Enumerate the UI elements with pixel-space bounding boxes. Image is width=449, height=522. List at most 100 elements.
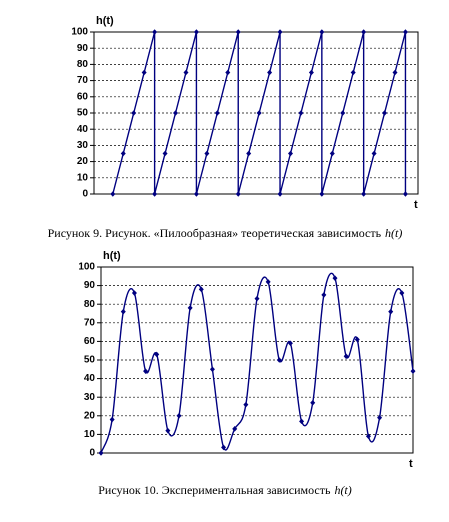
y-tick-label: 60 [77, 91, 89, 102]
point-marker [350, 69, 356, 76]
point-marker [299, 418, 305, 425]
y-tick-label: 10 [84, 429, 96, 440]
point-marker [154, 351, 160, 358]
point-marker [246, 150, 252, 157]
point-marker [399, 290, 405, 296]
point-marker [193, 191, 199, 197]
point-marker [298, 110, 304, 116]
caption-italic: h(t) [334, 483, 351, 497]
point-marker [173, 110, 179, 116]
point-marker [371, 150, 377, 157]
point-marker [265, 279, 271, 285]
point-marker [214, 110, 220, 116]
point-marker [361, 29, 367, 35]
point-marker [209, 366, 215, 373]
point-marker [187, 305, 193, 311]
point-marker [277, 191, 283, 197]
plot-frame [100, 266, 414, 454]
y-tick-label: 50 [77, 108, 89, 119]
point-marker [310, 399, 316, 406]
point-marker [277, 29, 283, 35]
caption: Рисунок 10. Экспериментальная зависимост… [98, 483, 352, 497]
caption: Рисунок 9. Рисунок. «Пилообразная» теоре… [48, 226, 403, 240]
point-marker [110, 191, 116, 197]
point-marker [361, 191, 367, 197]
x-axis-label: t [409, 458, 413, 470]
point-marker [256, 110, 262, 116]
y-tick-label: 30 [84, 392, 96, 403]
point-marker [98, 450, 104, 456]
y-tick-label: 90 [77, 43, 89, 54]
y-tick-label: 0 [89, 448, 95, 459]
point-marker [198, 286, 204, 293]
point-marker [365, 433, 371, 440]
point-marker [267, 69, 273, 76]
point-marker [109, 416, 115, 423]
point-marker [232, 426, 238, 432]
y-tick-label: 80 [77, 59, 89, 70]
point-marker [204, 150, 210, 157]
point-marker [329, 150, 335, 157]
point-marker [402, 29, 408, 35]
y-tick-label: 40 [84, 373, 96, 384]
point-marker [410, 368, 416, 374]
y-tick-label: 70 [77, 75, 89, 86]
point-marker [152, 191, 158, 197]
point-marker [183, 69, 189, 76]
y-axis-label: h(t) [103, 250, 121, 262]
point-marker [354, 336, 360, 343]
point-marker [332, 275, 338, 281]
y-tick-label: 40 [77, 124, 89, 135]
point-marker [287, 150, 293, 157]
point-marker [243, 401, 249, 408]
point-marker [254, 295, 260, 302]
point-marker [388, 308, 394, 315]
point-marker [120, 308, 126, 315]
point-marker [131, 110, 137, 116]
point-marker [235, 29, 241, 35]
point-marker [382, 110, 388, 116]
point-marker [392, 69, 398, 76]
x-axis-label: t [414, 199, 418, 211]
point-marker [165, 427, 171, 434]
point-marker [143, 368, 149, 374]
point-marker [377, 414, 383, 421]
point-marker [193, 29, 199, 35]
point-marker [131, 290, 137, 296]
point-marker [152, 29, 158, 35]
series-line [112, 31, 407, 195]
point-marker [319, 191, 325, 197]
y-tick-label: 20 [77, 156, 89, 167]
point-marker [221, 444, 227, 451]
y-axis-label: h(t) [96, 15, 114, 27]
y-tick-label: 10 [77, 172, 89, 183]
y-tick-label: 100 [71, 27, 88, 38]
point-marker [225, 69, 231, 76]
y-tick-label: 20 [84, 410, 96, 421]
y-tick-label: 60 [84, 336, 96, 347]
point-marker [287, 340, 293, 347]
point-marker [162, 150, 168, 157]
y-tick-label: 80 [84, 299, 96, 310]
plot-frame [93, 31, 419, 195]
point-marker [235, 191, 241, 197]
point-marker [120, 150, 126, 157]
y-tick-label: 100 [78, 262, 95, 273]
y-tick-label: 0 [82, 189, 88, 200]
point-marker [176, 413, 182, 419]
point-marker [321, 292, 327, 298]
y-tick-label: 70 [84, 317, 96, 328]
point-marker [340, 110, 346, 116]
point-marker [402, 191, 408, 197]
caption-text: Рисунок 10. Экспериментальная зависимост… [98, 483, 331, 497]
point-marker [343, 353, 349, 360]
caption-italic: h(t) [385, 226, 402, 240]
point-marker [276, 357, 282, 363]
point-marker [308, 69, 314, 76]
y-tick-label: 90 [84, 280, 96, 291]
point-marker [141, 69, 147, 76]
y-tick-label: 50 [84, 355, 96, 366]
point-marker [319, 29, 325, 35]
